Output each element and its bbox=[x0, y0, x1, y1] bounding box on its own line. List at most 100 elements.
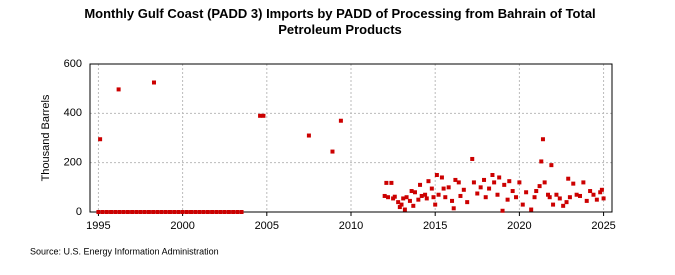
point bbox=[226, 210, 231, 214]
point bbox=[338, 118, 343, 123]
point bbox=[500, 208, 505, 213]
y-tick-label: 600 bbox=[64, 58, 82, 70]
point bbox=[197, 210, 202, 214]
x-tick-label: 2020 bbox=[507, 220, 531, 232]
point bbox=[98, 137, 103, 142]
point bbox=[235, 210, 240, 214]
point bbox=[423, 192, 428, 197]
point bbox=[571, 181, 576, 186]
point bbox=[125, 210, 130, 214]
point bbox=[502, 182, 507, 187]
point bbox=[458, 193, 463, 198]
point bbox=[453, 177, 458, 182]
point bbox=[599, 187, 604, 192]
point bbox=[598, 190, 603, 195]
point bbox=[588, 189, 593, 194]
point bbox=[407, 198, 412, 203]
point bbox=[510, 189, 515, 194]
point bbox=[554, 192, 559, 197]
point bbox=[384, 180, 389, 185]
point bbox=[461, 187, 466, 192]
x-tick-label: 2000 bbox=[170, 220, 194, 232]
point bbox=[239, 210, 244, 214]
point bbox=[404, 195, 409, 200]
point bbox=[591, 192, 596, 197]
point bbox=[497, 175, 502, 180]
point bbox=[416, 197, 421, 202]
point bbox=[146, 210, 151, 214]
point bbox=[100, 210, 105, 214]
point bbox=[389, 180, 394, 185]
point bbox=[517, 180, 522, 185]
point bbox=[492, 180, 497, 185]
point bbox=[431, 195, 436, 200]
point bbox=[392, 194, 397, 199]
point bbox=[557, 196, 562, 201]
point bbox=[542, 180, 547, 185]
y-tick-label: 400 bbox=[64, 107, 82, 119]
point bbox=[396, 200, 401, 205]
x-tick-label: 2010 bbox=[339, 220, 363, 232]
point bbox=[483, 195, 488, 200]
point bbox=[436, 192, 441, 197]
point bbox=[451, 206, 456, 211]
point bbox=[231, 210, 236, 214]
point bbox=[176, 210, 181, 214]
point bbox=[594, 197, 599, 202]
point bbox=[138, 210, 143, 214]
point bbox=[399, 202, 404, 207]
point bbox=[534, 189, 539, 194]
point bbox=[529, 207, 534, 212]
point bbox=[507, 179, 512, 184]
x-tick-label: 2015 bbox=[423, 220, 447, 232]
point bbox=[382, 193, 387, 198]
point bbox=[478, 185, 483, 190]
point bbox=[429, 186, 434, 191]
point bbox=[540, 137, 545, 142]
point bbox=[210, 210, 215, 214]
point bbox=[159, 210, 164, 214]
point bbox=[456, 180, 461, 185]
point bbox=[482, 177, 487, 182]
point bbox=[184, 210, 189, 214]
point bbox=[142, 210, 147, 214]
point bbox=[581, 180, 586, 185]
point bbox=[465, 200, 470, 205]
point bbox=[439, 175, 444, 180]
point bbox=[443, 195, 448, 200]
plot-frame bbox=[89, 63, 613, 213]
x-tick-label: 2025 bbox=[591, 220, 615, 232]
point bbox=[433, 202, 438, 207]
point bbox=[564, 200, 569, 205]
y-axis-label: Thousand Barrels bbox=[40, 94, 52, 181]
source: Source: U.S. Energy Information Administ… bbox=[30, 246, 219, 256]
point bbox=[574, 192, 579, 197]
point bbox=[306, 133, 311, 138]
point bbox=[470, 156, 475, 161]
point bbox=[546, 192, 551, 197]
point bbox=[109, 210, 114, 214]
point bbox=[167, 210, 172, 214]
point bbox=[567, 195, 572, 200]
point bbox=[475, 191, 480, 196]
point bbox=[566, 176, 571, 181]
point bbox=[524, 190, 529, 195]
point bbox=[113, 210, 118, 214]
point bbox=[401, 196, 406, 201]
point bbox=[434, 173, 439, 177]
point bbox=[411, 203, 416, 208]
point bbox=[205, 210, 210, 214]
point bbox=[258, 113, 263, 118]
point bbox=[130, 210, 135, 214]
point bbox=[426, 179, 431, 184]
point bbox=[450, 198, 455, 203]
y-tick-label: 200 bbox=[64, 157, 82, 169]
point bbox=[218, 210, 223, 214]
point bbox=[539, 159, 544, 164]
point bbox=[117, 210, 122, 214]
point bbox=[155, 210, 160, 214]
point bbox=[214, 210, 219, 214]
x-tick-label: 1995 bbox=[86, 220, 110, 232]
